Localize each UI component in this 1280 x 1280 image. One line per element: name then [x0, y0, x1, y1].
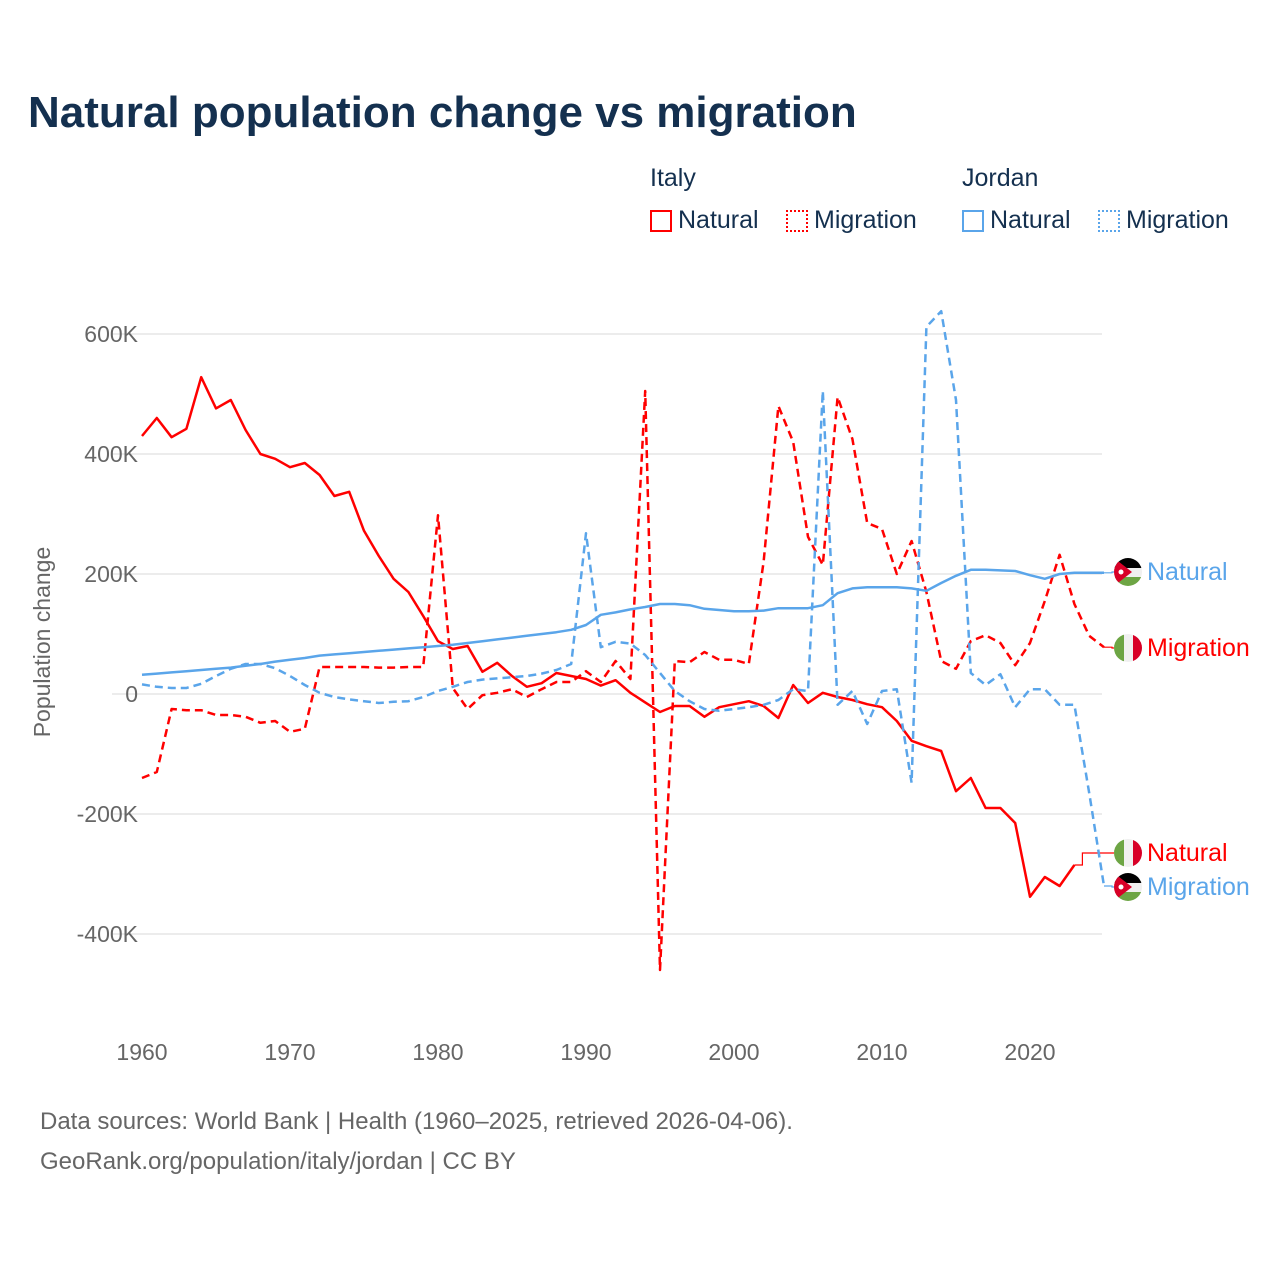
- legend-label: Natural: [678, 206, 759, 234]
- flag-stripe: [1114, 892, 1142, 901]
- dotted-swatch-icon: [786, 209, 808, 232]
- series-line-jordan-natural: [141, 568, 1104, 677]
- series-line-jordan-migration: [141, 309, 1106, 887]
- flag-stripe: [1114, 577, 1142, 586]
- flag-stripe: [1114, 839, 1124, 867]
- y-tick-label: -200K: [77, 801, 139, 827]
- footer-sources: Data sources: World Bank | Health (1960–…: [40, 1108, 793, 1135]
- flag-star: [1118, 569, 1124, 575]
- x-tick-label: 1970: [264, 1039, 315, 1065]
- flag-stripe: [1114, 558, 1142, 568]
- legend-label: Migration: [814, 206, 917, 234]
- jordan-flag-icon: [1114, 558, 1142, 586]
- x-tick-label: 2020: [1004, 1039, 1055, 1065]
- flag-star: [1118, 884, 1124, 890]
- y-tick-label: 600K: [84, 321, 138, 347]
- flag-body: [1114, 558, 1142, 586]
- x-tick-label: 2010: [856, 1039, 907, 1065]
- flag-body: [1114, 839, 1142, 867]
- legend-italy-migration[interactable]: Migration: [786, 206, 917, 235]
- flag-body: [1114, 634, 1142, 662]
- legend-label: Natural: [990, 206, 1071, 234]
- italy-flag-icon: [1114, 634, 1142, 662]
- dotted-swatch-icon: [1098, 209, 1120, 232]
- x-tick-label: 2000: [708, 1039, 759, 1065]
- solid-swatch-icon: [962, 209, 984, 232]
- label-connector: [1104, 885, 1114, 888]
- y-tick-label: 200K: [84, 561, 138, 587]
- label-connector: [1074, 852, 1114, 866]
- label-connector: [1104, 646, 1114, 649]
- x-tick-label: 1960: [116, 1039, 167, 1065]
- y-axis-label: Population change: [29, 547, 55, 738]
- series-end-label: Migration: [1147, 634, 1250, 662]
- series-line-italy-natural: [141, 375, 1076, 899]
- legend-jordan-natural[interactable]: Natural: [962, 206, 1071, 235]
- x-tick-label: 1990: [560, 1039, 611, 1065]
- series-end-label: Natural: [1147, 839, 1228, 867]
- legend-group-italy: Italy: [650, 164, 696, 192]
- legend-jordan-migration[interactable]: Migration: [1098, 206, 1229, 235]
- flag-stripe: [1133, 634, 1142, 662]
- italy-flag-icon: [1114, 839, 1142, 867]
- solid-swatch-icon: [650, 209, 672, 232]
- legend-italy-natural[interactable]: Natural: [650, 206, 759, 235]
- x-tick-label: 1980: [412, 1039, 463, 1065]
- y-tick-label: -400K: [77, 921, 139, 947]
- legend-group-jordan: Jordan: [962, 164, 1039, 192]
- y-tick-label: 400K: [84, 441, 138, 467]
- flag-stripe: [1114, 873, 1142, 883]
- flag-body: [1114, 873, 1142, 901]
- legend-label: Migration: [1126, 206, 1229, 234]
- jordan-flag-icon: [1114, 873, 1142, 901]
- flag-stripe: [1133, 839, 1142, 867]
- label-connector: [1104, 571, 1114, 574]
- flag-stripe: [1124, 839, 1133, 867]
- series-line-italy-migration: [141, 389, 1105, 972]
- footer-attribution: GeoRank.org/population/italy/jordan | CC…: [40, 1148, 516, 1175]
- y-tick-label: 0: [125, 681, 138, 707]
- chart-title: Natural population change vs migration: [28, 88, 857, 137]
- series-end-label: Migration: [1147, 873, 1250, 901]
- flag-stripe: [1124, 634, 1133, 662]
- flag-stripe: [1114, 634, 1124, 662]
- series-end-label: Natural: [1147, 558, 1228, 586]
